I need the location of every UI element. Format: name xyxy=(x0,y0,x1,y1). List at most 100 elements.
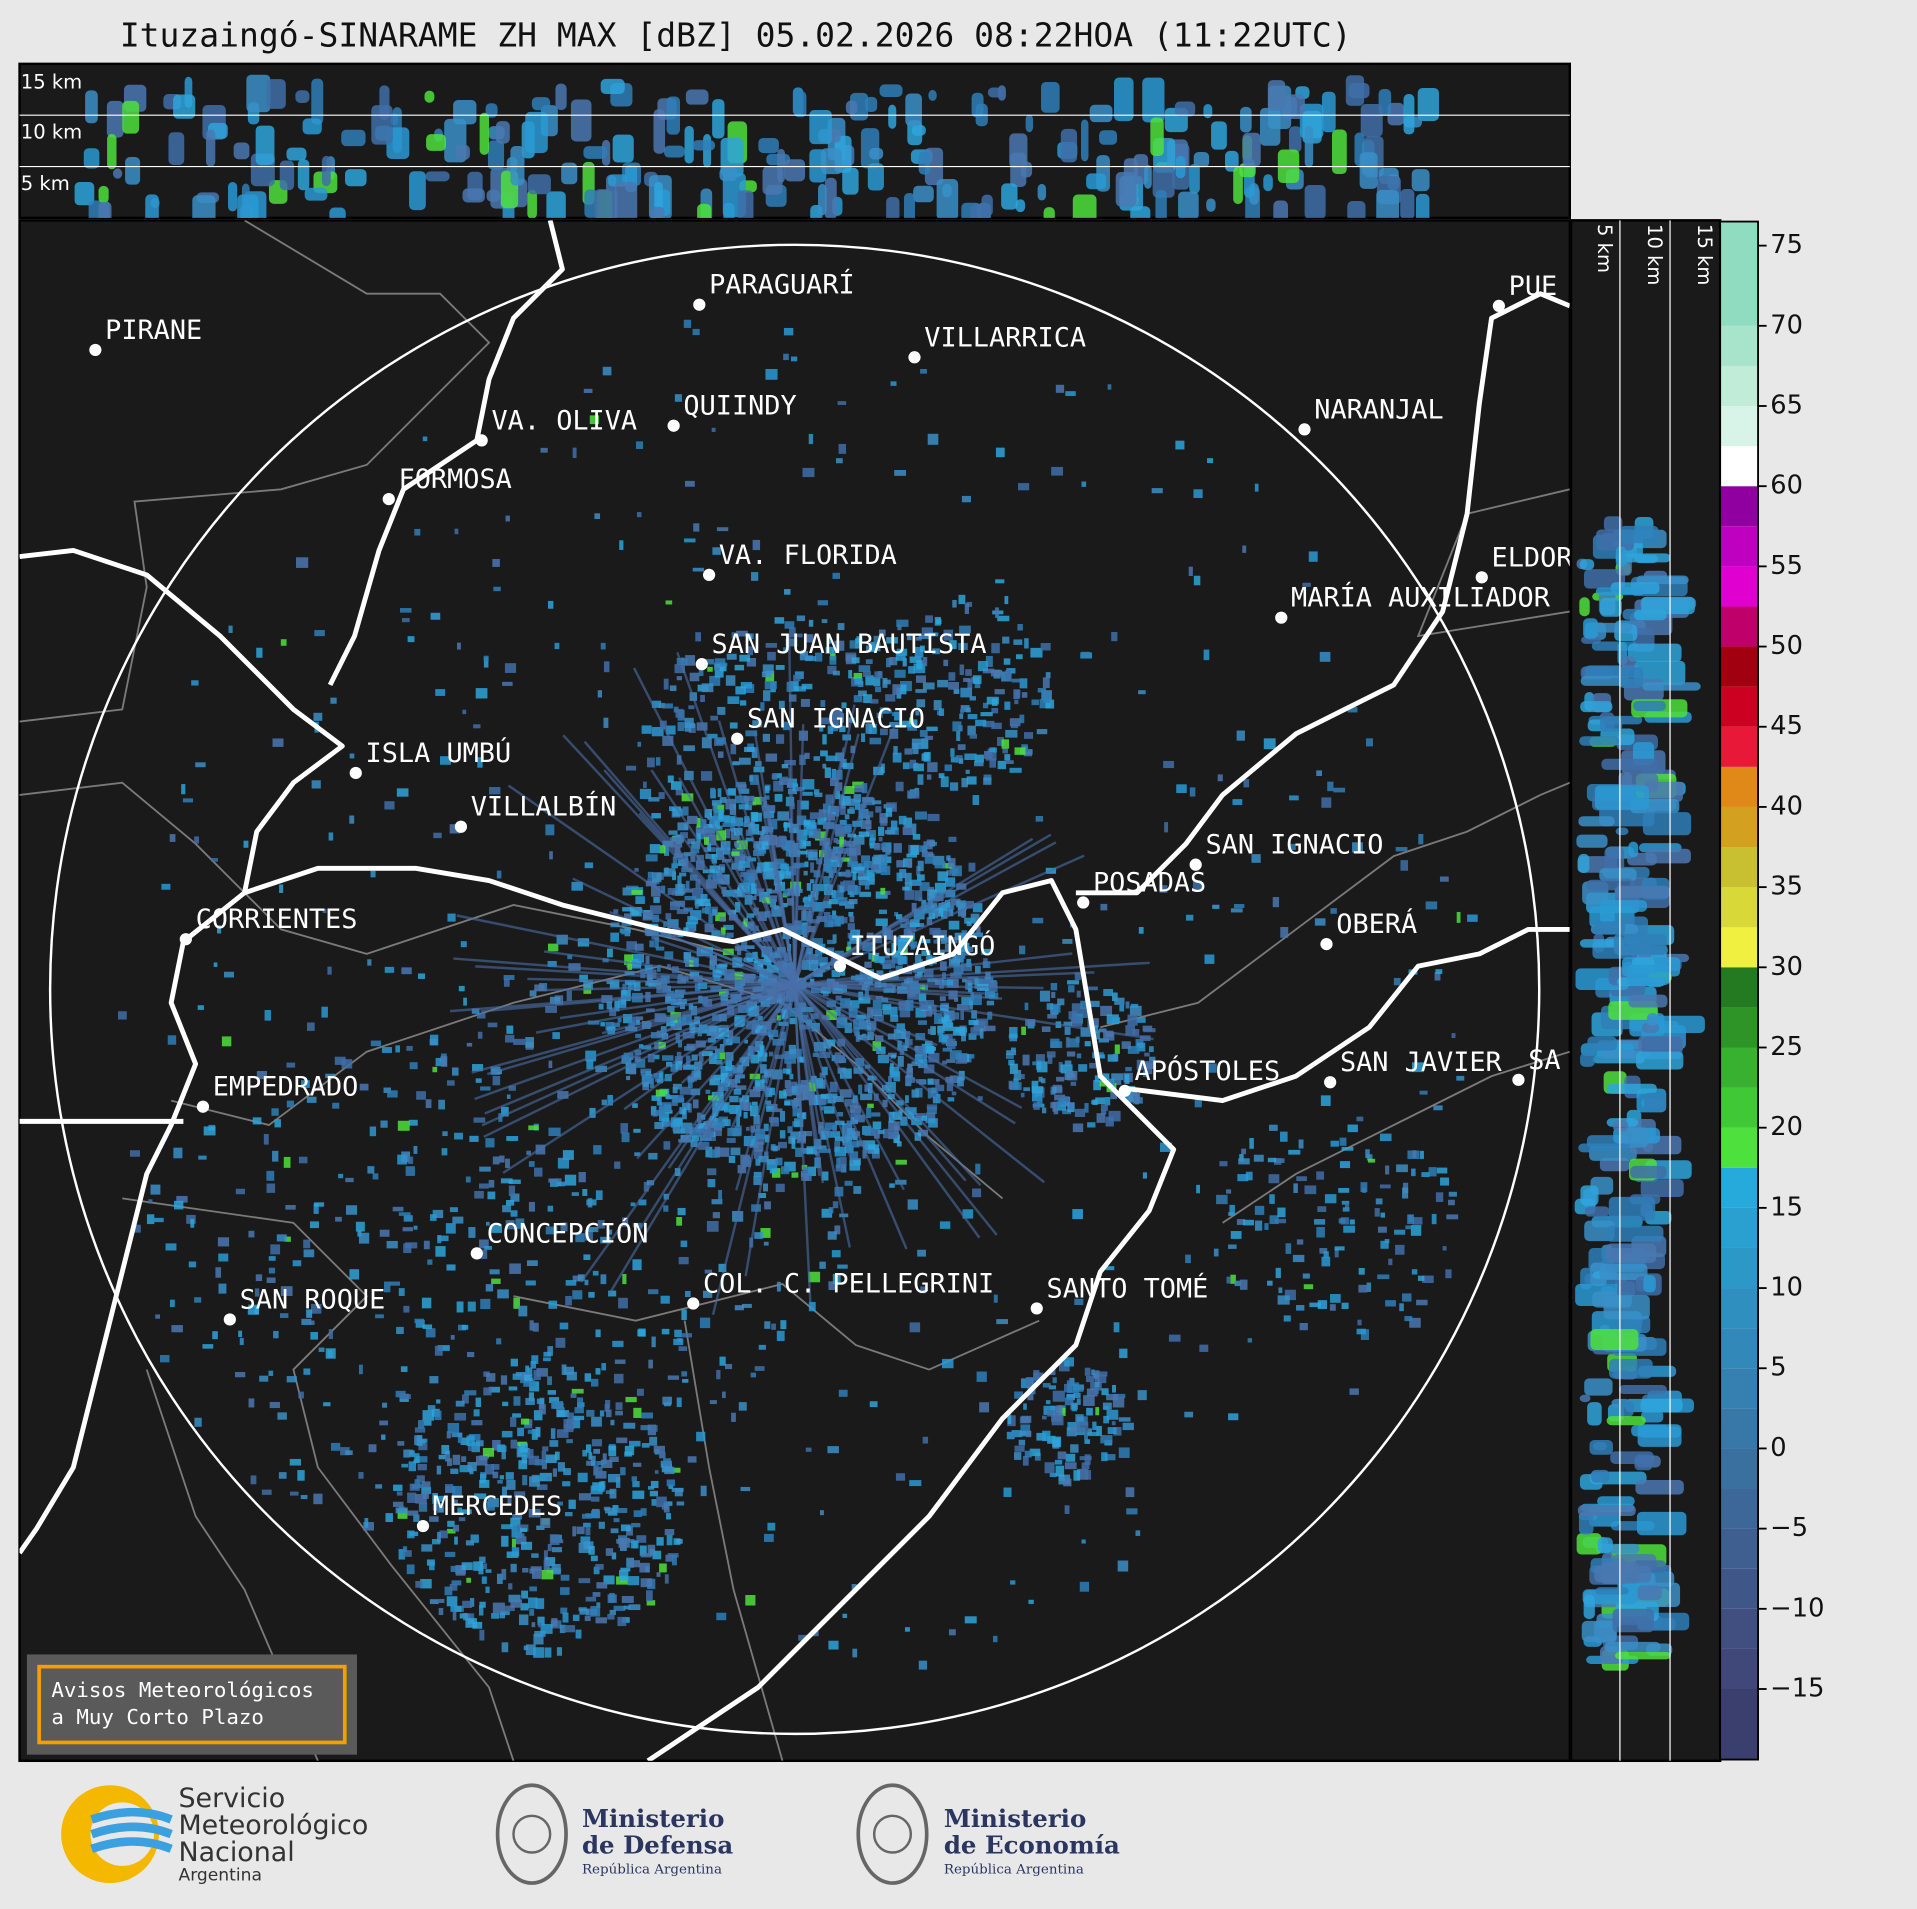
echo xyxy=(904,882,913,891)
echo xyxy=(665,725,676,735)
echo xyxy=(721,1066,732,1077)
echo xyxy=(612,134,634,163)
echo xyxy=(1341,1302,1349,1310)
warning-box[interactable] xyxy=(37,1664,347,1745)
echo xyxy=(218,1283,227,1294)
echo xyxy=(854,1027,860,1037)
echo xyxy=(1100,1435,1113,1444)
echo xyxy=(1374,1208,1380,1217)
echo xyxy=(508,1179,521,1184)
echo xyxy=(1114,997,1125,1005)
echo xyxy=(667,1005,675,1013)
colorbar-tick-label: 35 xyxy=(1770,872,1803,902)
echo xyxy=(499,1612,506,1619)
echo xyxy=(421,1544,433,1552)
echo xyxy=(799,651,809,661)
echo xyxy=(480,1086,491,1091)
echo xyxy=(640,1553,652,1558)
echo xyxy=(753,1149,763,1159)
echo xyxy=(1606,1225,1664,1242)
echo xyxy=(612,1340,624,1347)
echo xyxy=(920,1286,927,1294)
echo xyxy=(217,925,222,934)
echo xyxy=(515,1536,527,1545)
colorbar-segment xyxy=(1720,1648,1759,1690)
echo xyxy=(471,1441,480,1453)
echo xyxy=(1580,701,1613,713)
echo xyxy=(584,1373,591,1382)
echo xyxy=(543,1357,551,1362)
echo xyxy=(656,1572,661,1577)
echo xyxy=(911,902,917,913)
echo xyxy=(818,809,825,818)
echo xyxy=(612,1505,619,1512)
echo xyxy=(778,1090,787,1099)
echo xyxy=(1042,677,1050,688)
echo xyxy=(754,1141,764,1152)
echo xyxy=(554,1451,560,1461)
echo xyxy=(1045,699,1055,709)
echo xyxy=(1417,1275,1425,1281)
echo xyxy=(884,959,896,969)
echo xyxy=(98,201,112,218)
echo xyxy=(574,1407,584,1414)
echo xyxy=(1578,853,1590,873)
echo xyxy=(635,896,645,905)
echo xyxy=(285,1205,296,1210)
echo xyxy=(965,669,972,676)
echo xyxy=(1020,1424,1031,1436)
echo-ray xyxy=(793,983,982,1187)
echo xyxy=(950,748,955,757)
echo xyxy=(684,722,692,732)
echo xyxy=(964,917,976,924)
echo xyxy=(1576,834,1608,848)
echo xyxy=(875,891,888,899)
echo xyxy=(752,720,763,728)
echo xyxy=(414,528,421,536)
echo xyxy=(543,1550,548,1561)
echo xyxy=(1377,1274,1390,1280)
echo xyxy=(1031,1086,1044,1094)
echo xyxy=(914,890,923,901)
echo xyxy=(1066,1051,1076,1057)
echo xyxy=(659,1102,672,1112)
echo xyxy=(982,720,995,728)
echo xyxy=(1026,1430,1032,1438)
echo xyxy=(698,995,703,1004)
echo xyxy=(882,1099,888,1108)
echo xyxy=(1344,1203,1350,1208)
echo xyxy=(396,788,409,797)
echo xyxy=(1108,1110,1121,1122)
echo xyxy=(925,999,935,1007)
echo xyxy=(727,1127,738,1137)
echo xyxy=(990,670,1003,677)
echo xyxy=(375,1484,383,1489)
echo xyxy=(723,202,735,218)
echo xyxy=(610,922,620,928)
echo xyxy=(1280,926,1289,938)
echo xyxy=(894,669,906,678)
echo xyxy=(919,845,928,852)
echo xyxy=(714,1048,720,1060)
echo xyxy=(954,948,965,955)
echo xyxy=(250,1475,257,1485)
echo xyxy=(707,1178,716,1188)
echo xyxy=(594,189,618,218)
echo xyxy=(987,87,1002,98)
echo xyxy=(392,1206,404,1212)
echo-ray xyxy=(793,984,854,1165)
echo xyxy=(825,1040,832,1049)
echo xyxy=(422,436,428,442)
echo xyxy=(668,1484,674,1489)
echo xyxy=(1595,587,1646,596)
echo xyxy=(397,1508,408,1519)
echo xyxy=(781,764,789,769)
echo xyxy=(674,1168,681,1177)
echo xyxy=(1636,575,1689,585)
echo xyxy=(695,903,699,909)
echo xyxy=(278,1472,287,1479)
echo xyxy=(413,1459,420,1464)
echo xyxy=(1101,1388,1109,1396)
echo xyxy=(858,1084,863,1095)
echo xyxy=(379,1229,390,1237)
